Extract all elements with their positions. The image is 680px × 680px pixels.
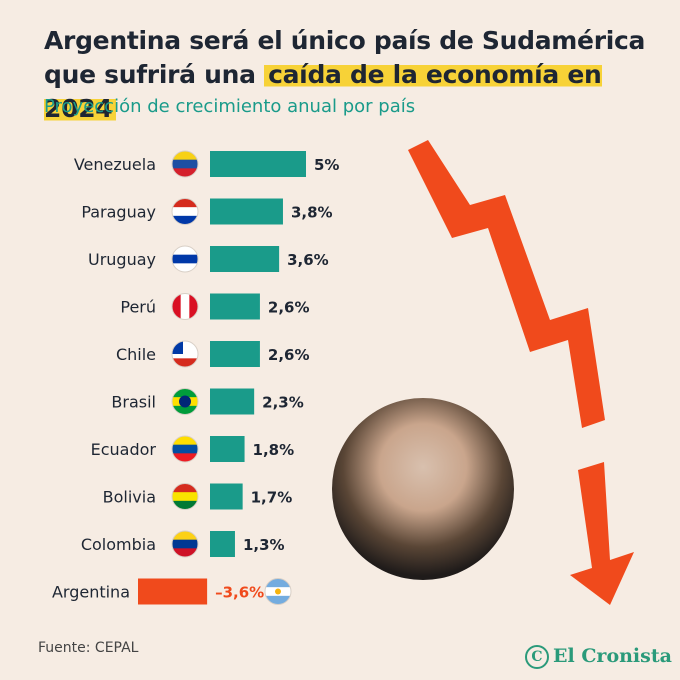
flag-colombia-icon xyxy=(172,531,198,557)
falling-arrow-icon xyxy=(408,140,605,428)
bar xyxy=(210,388,255,415)
category-label: Venezuela xyxy=(74,155,156,174)
bar xyxy=(210,531,235,557)
data-label: –3,6% xyxy=(215,584,264,602)
category-label: Paraguay xyxy=(81,203,156,222)
bar xyxy=(138,578,208,605)
data-label: 2,3% xyxy=(262,394,304,412)
bar xyxy=(210,483,243,510)
chart-title: Argentina será el único país de Sudaméri… xyxy=(44,24,664,126)
source-note: Fuente: CEPAL xyxy=(38,640,139,656)
category-label: Chile xyxy=(116,345,156,364)
category-label: Bolivia xyxy=(103,488,156,507)
bar xyxy=(210,151,306,177)
bar xyxy=(210,341,260,367)
bar xyxy=(210,246,280,272)
flag-bolivia-icon xyxy=(172,483,198,510)
category-label: Perú xyxy=(120,298,156,317)
flag-chile-icon xyxy=(172,341,198,367)
category-label: Ecuador xyxy=(91,440,157,459)
category-label: Colombia xyxy=(81,535,156,554)
data-label: 3,8% xyxy=(291,204,333,222)
flag-uruguay-icon xyxy=(172,246,198,272)
chart-subtitle: Proyección de crecimiento anual por país xyxy=(44,96,416,117)
brand-c-icon: C xyxy=(525,645,549,669)
bar xyxy=(210,436,245,462)
category-label: Argentina xyxy=(52,583,130,602)
data-label: 3,6% xyxy=(287,251,329,269)
category-label: Uruguay xyxy=(88,250,156,269)
arrow-head-icon xyxy=(570,462,634,605)
brand-name: El Cronista xyxy=(553,645,672,667)
data-label: 1,3% xyxy=(243,536,285,554)
data-label: 2,6% xyxy=(268,346,310,364)
person-photo xyxy=(332,398,514,580)
brand-logo: C El Cronista xyxy=(525,645,672,669)
flag-brasil-icon xyxy=(172,388,198,415)
data-label: 1,8% xyxy=(253,441,295,459)
data-label: 5% xyxy=(314,156,339,174)
category-label: Brasil xyxy=(111,393,156,412)
flag-peru-icon xyxy=(172,293,198,320)
bar xyxy=(210,198,283,225)
bar xyxy=(210,293,260,320)
data-label: 1,7% xyxy=(251,489,293,507)
title-text: Argentina será el único país de Sudaméri… xyxy=(44,26,646,89)
flag-venezuela-icon xyxy=(172,151,198,177)
data-label: 2,6% xyxy=(268,299,310,317)
flag-ecuador-icon xyxy=(172,436,198,462)
flag-argentina-icon xyxy=(265,578,291,605)
flag-paraguay-icon xyxy=(172,198,198,225)
